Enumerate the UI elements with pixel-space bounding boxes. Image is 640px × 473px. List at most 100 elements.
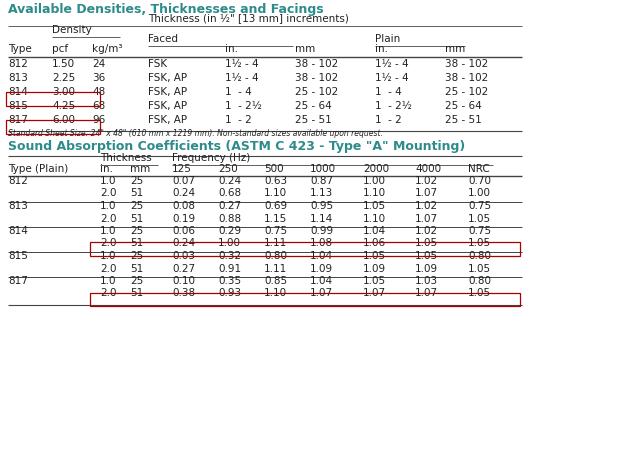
Text: 1.02: 1.02: [415, 226, 438, 236]
Text: 250: 250: [218, 164, 237, 174]
Text: 25 - 51: 25 - 51: [445, 115, 482, 125]
Text: 0.75: 0.75: [468, 201, 491, 211]
Text: 1.03: 1.03: [415, 276, 438, 286]
Text: FSK, AP: FSK, AP: [148, 73, 187, 83]
Text: 1.05: 1.05: [363, 201, 386, 211]
Text: in.: in.: [225, 44, 238, 54]
Text: 812: 812: [8, 176, 28, 186]
Text: mm: mm: [130, 164, 150, 174]
Text: mm: mm: [445, 44, 465, 54]
Text: mm: mm: [295, 44, 316, 54]
Text: 1  - 2: 1 - 2: [225, 115, 252, 125]
Text: 25 - 51: 25 - 51: [295, 115, 332, 125]
Text: 25: 25: [130, 276, 143, 286]
Text: 1.14: 1.14: [310, 213, 333, 224]
Text: 1.10: 1.10: [264, 189, 287, 199]
Text: 1  - 2½: 1 - 2½: [375, 101, 412, 111]
Text: 2000: 2000: [363, 164, 389, 174]
Text: 1.04: 1.04: [363, 226, 386, 236]
Text: 25 - 102: 25 - 102: [295, 87, 339, 97]
Text: 0.87: 0.87: [310, 176, 333, 186]
Text: 813: 813: [8, 73, 28, 83]
Text: Density: Density: [52, 25, 92, 35]
Text: 1.09: 1.09: [415, 263, 438, 273]
Text: 1.0: 1.0: [100, 176, 116, 186]
Text: 1½ - 4: 1½ - 4: [375, 73, 408, 83]
Text: 1.05: 1.05: [468, 238, 491, 248]
Text: 813: 813: [8, 201, 28, 211]
Text: 1  - 2½: 1 - 2½: [225, 101, 262, 111]
Text: 1.50: 1.50: [52, 59, 75, 69]
Text: kg/m³: kg/m³: [92, 44, 122, 54]
Text: 38 - 102: 38 - 102: [445, 73, 488, 83]
Text: Thickness (in ½" [13 mm] increments): Thickness (in ½" [13 mm] increments): [148, 14, 349, 24]
Text: Sound Absorption Coefficients (ASTM C 423 - Type "A" Mounting): Sound Absorption Coefficients (ASTM C 42…: [8, 140, 465, 153]
Text: 1.05: 1.05: [415, 238, 438, 248]
Text: 1.02: 1.02: [415, 201, 438, 211]
Text: 0.75: 0.75: [468, 226, 491, 236]
Text: 1.04: 1.04: [310, 251, 333, 261]
Text: 68: 68: [92, 101, 105, 111]
Text: 1000: 1000: [310, 164, 336, 174]
Text: 2.0: 2.0: [100, 289, 116, 298]
Text: 25 - 64: 25 - 64: [445, 101, 482, 111]
Text: 38 - 102: 38 - 102: [295, 59, 339, 69]
Text: Type: Type: [8, 44, 32, 54]
Text: 1.07: 1.07: [415, 189, 438, 199]
Text: FSK, AP: FSK, AP: [148, 87, 187, 97]
Text: 0.27: 0.27: [218, 201, 241, 211]
Text: 0.08: 0.08: [172, 201, 195, 211]
Text: 38 - 102: 38 - 102: [295, 73, 339, 83]
Text: 1.08: 1.08: [310, 238, 333, 248]
Text: 0.95: 0.95: [310, 201, 333, 211]
Text: Standard Sheet Size: 24" x 48" (610 mm x 1219 mm). Non-standard sizes available : Standard Sheet Size: 24" x 48" (610 mm x…: [8, 129, 383, 138]
Text: 25: 25: [130, 226, 143, 236]
Text: 1.07: 1.07: [310, 289, 333, 298]
Text: 1.05: 1.05: [468, 263, 491, 273]
Bar: [6, 120, 100, 134]
Text: 1.07: 1.07: [415, 213, 438, 224]
Text: 0.35: 0.35: [218, 276, 241, 286]
Text: 1.10: 1.10: [264, 289, 287, 298]
Text: in.: in.: [375, 44, 388, 54]
Text: 0.24: 0.24: [172, 189, 195, 199]
Text: 1.05: 1.05: [468, 213, 491, 224]
Text: 0.80: 0.80: [468, 276, 491, 286]
Text: 1.10: 1.10: [363, 213, 386, 224]
Text: 812: 812: [8, 59, 28, 69]
Text: 814: 814: [8, 226, 28, 236]
Text: 51: 51: [130, 238, 143, 248]
Text: 25: 25: [130, 176, 143, 186]
Text: Faced: Faced: [148, 34, 178, 44]
Text: 51: 51: [130, 263, 143, 273]
Text: 2.0: 2.0: [100, 213, 116, 224]
Text: 0.88: 0.88: [218, 213, 241, 224]
Text: 1.0: 1.0: [100, 276, 116, 286]
Text: 500: 500: [264, 164, 284, 174]
Text: 0.29: 0.29: [218, 226, 241, 236]
Text: 1.13: 1.13: [310, 189, 333, 199]
Text: 1.10: 1.10: [363, 189, 386, 199]
Text: 1  - 4: 1 - 4: [375, 87, 402, 97]
Text: 0.07: 0.07: [172, 176, 195, 186]
Text: 1.11: 1.11: [264, 238, 287, 248]
Text: 96: 96: [92, 115, 105, 125]
Text: NRC: NRC: [468, 164, 490, 174]
Text: 1  - 4: 1 - 4: [225, 87, 252, 97]
Text: 2.25: 2.25: [52, 73, 76, 83]
Text: 25: 25: [130, 251, 143, 261]
Text: 0.75: 0.75: [264, 226, 287, 236]
Text: 0.32: 0.32: [218, 251, 241, 261]
Text: 0.80: 0.80: [264, 251, 287, 261]
Text: 0.69: 0.69: [264, 201, 287, 211]
Text: 0.68: 0.68: [218, 189, 241, 199]
Text: 0.10: 0.10: [172, 276, 195, 286]
Text: 0.99: 0.99: [310, 226, 333, 236]
Text: Available Densities, Thicknesses and Facings: Available Densities, Thicknesses and Fac…: [8, 3, 324, 16]
Text: Frequency (Hz): Frequency (Hz): [172, 153, 250, 163]
Text: 0.19: 0.19: [172, 213, 195, 224]
Text: 6.00: 6.00: [52, 115, 75, 125]
Text: FSK, AP: FSK, AP: [148, 101, 187, 111]
Text: 0.27: 0.27: [172, 263, 195, 273]
Text: FSK: FSK: [148, 59, 167, 69]
